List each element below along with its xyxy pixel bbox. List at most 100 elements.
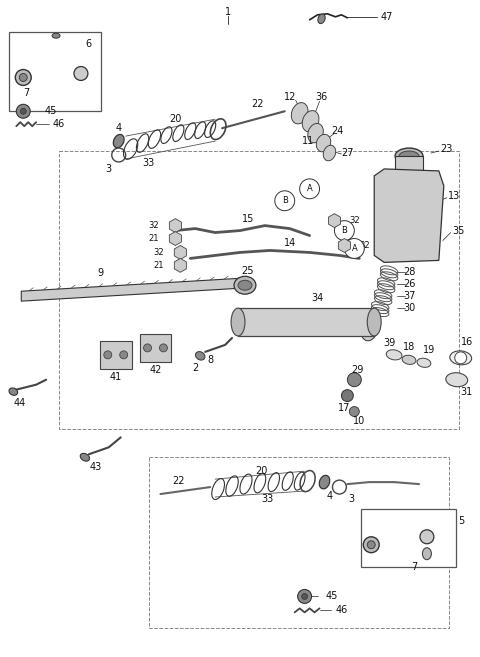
Circle shape — [15, 70, 31, 85]
Text: 7: 7 — [23, 89, 29, 99]
Polygon shape — [374, 169, 444, 262]
Text: 42: 42 — [149, 365, 162, 374]
Text: 9: 9 — [98, 268, 104, 279]
Bar — [100, 341, 132, 369]
Ellipse shape — [367, 308, 381, 336]
Circle shape — [363, 537, 379, 553]
Text: 41: 41 — [109, 372, 122, 382]
Text: 45: 45 — [45, 106, 57, 116]
Text: 2: 2 — [192, 363, 198, 373]
Circle shape — [344, 238, 364, 258]
Bar — [140, 334, 171, 362]
Text: 46: 46 — [53, 119, 65, 129]
Circle shape — [159, 344, 168, 352]
Polygon shape — [174, 258, 186, 273]
Text: 6: 6 — [86, 39, 92, 49]
Text: 39: 39 — [383, 338, 395, 348]
Circle shape — [120, 351, 128, 359]
Text: 32: 32 — [153, 248, 164, 257]
Circle shape — [349, 407, 360, 417]
Text: 13: 13 — [448, 191, 460, 201]
Circle shape — [20, 108, 26, 114]
Polygon shape — [338, 238, 350, 252]
Text: 43: 43 — [90, 462, 102, 472]
Text: 8: 8 — [207, 355, 213, 365]
Ellipse shape — [9, 388, 18, 396]
Text: 14: 14 — [284, 237, 296, 248]
Text: 16: 16 — [460, 337, 473, 347]
Text: 33: 33 — [143, 158, 155, 168]
Text: B: B — [341, 226, 348, 235]
Ellipse shape — [323, 145, 336, 161]
Ellipse shape — [402, 355, 416, 365]
Text: 40: 40 — [353, 244, 365, 254]
Text: 4: 4 — [116, 123, 122, 133]
Circle shape — [335, 221, 354, 240]
Circle shape — [298, 589, 312, 603]
Text: 3: 3 — [348, 494, 354, 504]
Text: 5: 5 — [458, 516, 465, 526]
Bar — [9, 32, 101, 111]
Ellipse shape — [302, 110, 319, 132]
Ellipse shape — [231, 308, 245, 336]
Ellipse shape — [52, 34, 60, 38]
Text: 12: 12 — [284, 93, 296, 102]
Circle shape — [74, 66, 88, 80]
Ellipse shape — [316, 134, 331, 152]
Circle shape — [275, 191, 295, 211]
Text: 47: 47 — [381, 12, 393, 22]
Text: 32: 32 — [148, 221, 159, 230]
Text: 19: 19 — [423, 345, 435, 355]
Text: 26: 26 — [403, 279, 415, 289]
Ellipse shape — [308, 124, 324, 143]
Ellipse shape — [361, 319, 377, 341]
Ellipse shape — [417, 358, 431, 367]
Circle shape — [104, 351, 112, 359]
Text: 10: 10 — [353, 417, 365, 426]
Text: 22: 22 — [172, 476, 185, 486]
Text: 32: 32 — [349, 216, 360, 225]
Text: 46: 46 — [336, 605, 348, 616]
Text: 20: 20 — [256, 466, 268, 476]
Ellipse shape — [399, 151, 419, 161]
Text: 24: 24 — [331, 126, 344, 136]
Text: 31: 31 — [460, 386, 473, 397]
Ellipse shape — [113, 135, 124, 148]
Circle shape — [341, 390, 353, 401]
Text: B: B — [282, 196, 288, 205]
Text: 22: 22 — [252, 99, 264, 109]
Text: 27: 27 — [341, 148, 354, 158]
Text: 25: 25 — [242, 266, 254, 277]
Text: 4: 4 — [326, 491, 333, 501]
Text: 17: 17 — [338, 403, 350, 413]
Text: 3: 3 — [106, 164, 112, 174]
Circle shape — [420, 530, 434, 544]
Circle shape — [455, 352, 467, 364]
Ellipse shape — [234, 277, 256, 294]
Ellipse shape — [80, 453, 90, 461]
Text: 37: 37 — [403, 291, 415, 301]
Text: 11: 11 — [301, 136, 314, 146]
Circle shape — [19, 74, 27, 81]
Ellipse shape — [318, 14, 325, 24]
Ellipse shape — [386, 350, 402, 360]
Text: 30: 30 — [403, 303, 415, 313]
Text: 1: 1 — [225, 7, 231, 17]
Text: 34: 34 — [312, 293, 324, 303]
Circle shape — [144, 344, 152, 352]
Ellipse shape — [395, 148, 423, 164]
Text: 21: 21 — [153, 261, 164, 270]
Text: A: A — [307, 185, 312, 193]
Circle shape — [300, 179, 320, 199]
Polygon shape — [21, 279, 240, 301]
Text: 15: 15 — [242, 214, 254, 223]
Polygon shape — [169, 219, 181, 233]
Ellipse shape — [319, 476, 330, 489]
Ellipse shape — [238, 281, 252, 290]
Polygon shape — [328, 214, 340, 227]
Ellipse shape — [195, 351, 205, 360]
Text: 44: 44 — [13, 397, 25, 407]
Text: 32: 32 — [359, 241, 370, 250]
Polygon shape — [169, 231, 181, 246]
Text: 21: 21 — [148, 234, 159, 243]
